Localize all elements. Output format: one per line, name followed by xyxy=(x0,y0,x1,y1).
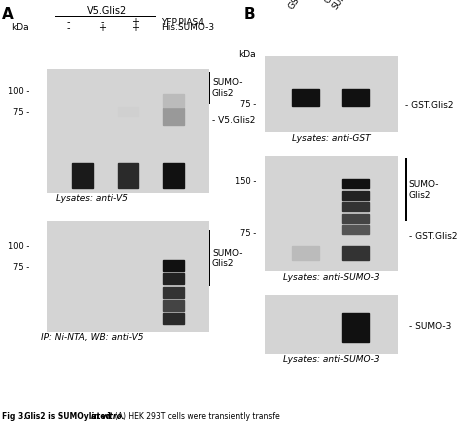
Bar xyxy=(163,313,183,324)
Bar xyxy=(163,300,183,311)
Bar xyxy=(342,312,369,342)
Text: - GST.Glis2: - GST.Glis2 xyxy=(405,101,454,110)
Text: 150 -: 150 - xyxy=(235,177,256,186)
Bar xyxy=(163,94,183,106)
Text: 75 -: 75 - xyxy=(13,108,29,117)
Bar xyxy=(342,89,369,106)
Text: - GST.Glis2: - GST.Glis2 xyxy=(409,232,457,241)
Text: 75 -: 75 - xyxy=(240,100,256,108)
Bar xyxy=(163,286,183,298)
Bar xyxy=(163,108,183,125)
Text: Glis2 is SUMOylated: Glis2 is SUMOylated xyxy=(19,412,114,421)
Text: -: - xyxy=(100,17,104,27)
Text: GST.Glis2+
SUMO-3: GST.Glis2+ SUMO-3 xyxy=(322,0,365,11)
Text: 100 -: 100 - xyxy=(8,87,29,95)
Text: SUMO-
Glis2: SUMO- Glis2 xyxy=(212,79,242,98)
Bar xyxy=(118,164,138,188)
Text: -: - xyxy=(67,23,71,33)
Text: kDa: kDa xyxy=(11,23,28,32)
Text: Lysates: anti-SUMO-3: Lysates: anti-SUMO-3 xyxy=(283,355,380,364)
Text: 75 -: 75 - xyxy=(240,229,256,237)
Text: in vitro.: in vitro. xyxy=(91,412,125,421)
Text: +: + xyxy=(131,17,139,27)
Bar xyxy=(73,164,93,188)
Text: (A) HEK 293T cells were transiently transfe: (A) HEK 293T cells were transiently tran… xyxy=(110,412,280,421)
Bar xyxy=(163,164,183,188)
Bar xyxy=(118,106,138,116)
Text: B: B xyxy=(244,7,256,22)
Bar xyxy=(292,246,319,260)
Text: SUMO-
Glis2: SUMO- Glis2 xyxy=(409,181,439,200)
Text: 100 -: 100 - xyxy=(8,242,29,251)
Bar xyxy=(342,246,369,260)
Text: 75 -: 75 - xyxy=(13,263,29,272)
Text: +: + xyxy=(98,23,106,33)
Bar xyxy=(342,214,369,223)
Text: Lysates: anti-GST: Lysates: anti-GST xyxy=(292,134,371,143)
Text: - SUMO-3: - SUMO-3 xyxy=(409,322,451,331)
Text: Lysates: anti-SUMO-3: Lysates: anti-SUMO-3 xyxy=(283,273,380,282)
Text: V5.Glis2: V5.Glis2 xyxy=(87,7,127,16)
Bar xyxy=(292,89,319,106)
Text: A: A xyxy=(2,7,14,22)
Bar xyxy=(342,191,369,200)
Text: +: + xyxy=(131,23,139,33)
Text: Fig 3.: Fig 3. xyxy=(2,412,27,421)
Bar xyxy=(163,273,183,284)
Bar xyxy=(163,260,183,271)
Text: -: - xyxy=(67,17,71,27)
Bar xyxy=(342,225,369,234)
Bar xyxy=(342,179,369,188)
Text: IP: Ni-NTA, WB: anti-V5: IP: Ni-NTA, WB: anti-V5 xyxy=(41,333,144,342)
Text: His.SUMO-3: His.SUMO-3 xyxy=(161,23,214,32)
Text: Lysates: anti-V5: Lysates: anti-V5 xyxy=(56,194,128,204)
Text: kDa: kDa xyxy=(238,50,256,59)
Text: SUMO-
Glis2: SUMO- Glis2 xyxy=(212,249,242,268)
Text: GST.Glis2: GST.Glis2 xyxy=(287,0,319,11)
Bar xyxy=(342,202,369,211)
Text: YFP.PIAS4: YFP.PIAS4 xyxy=(161,18,204,26)
Text: - V5.Glis2: - V5.Glis2 xyxy=(212,116,255,125)
